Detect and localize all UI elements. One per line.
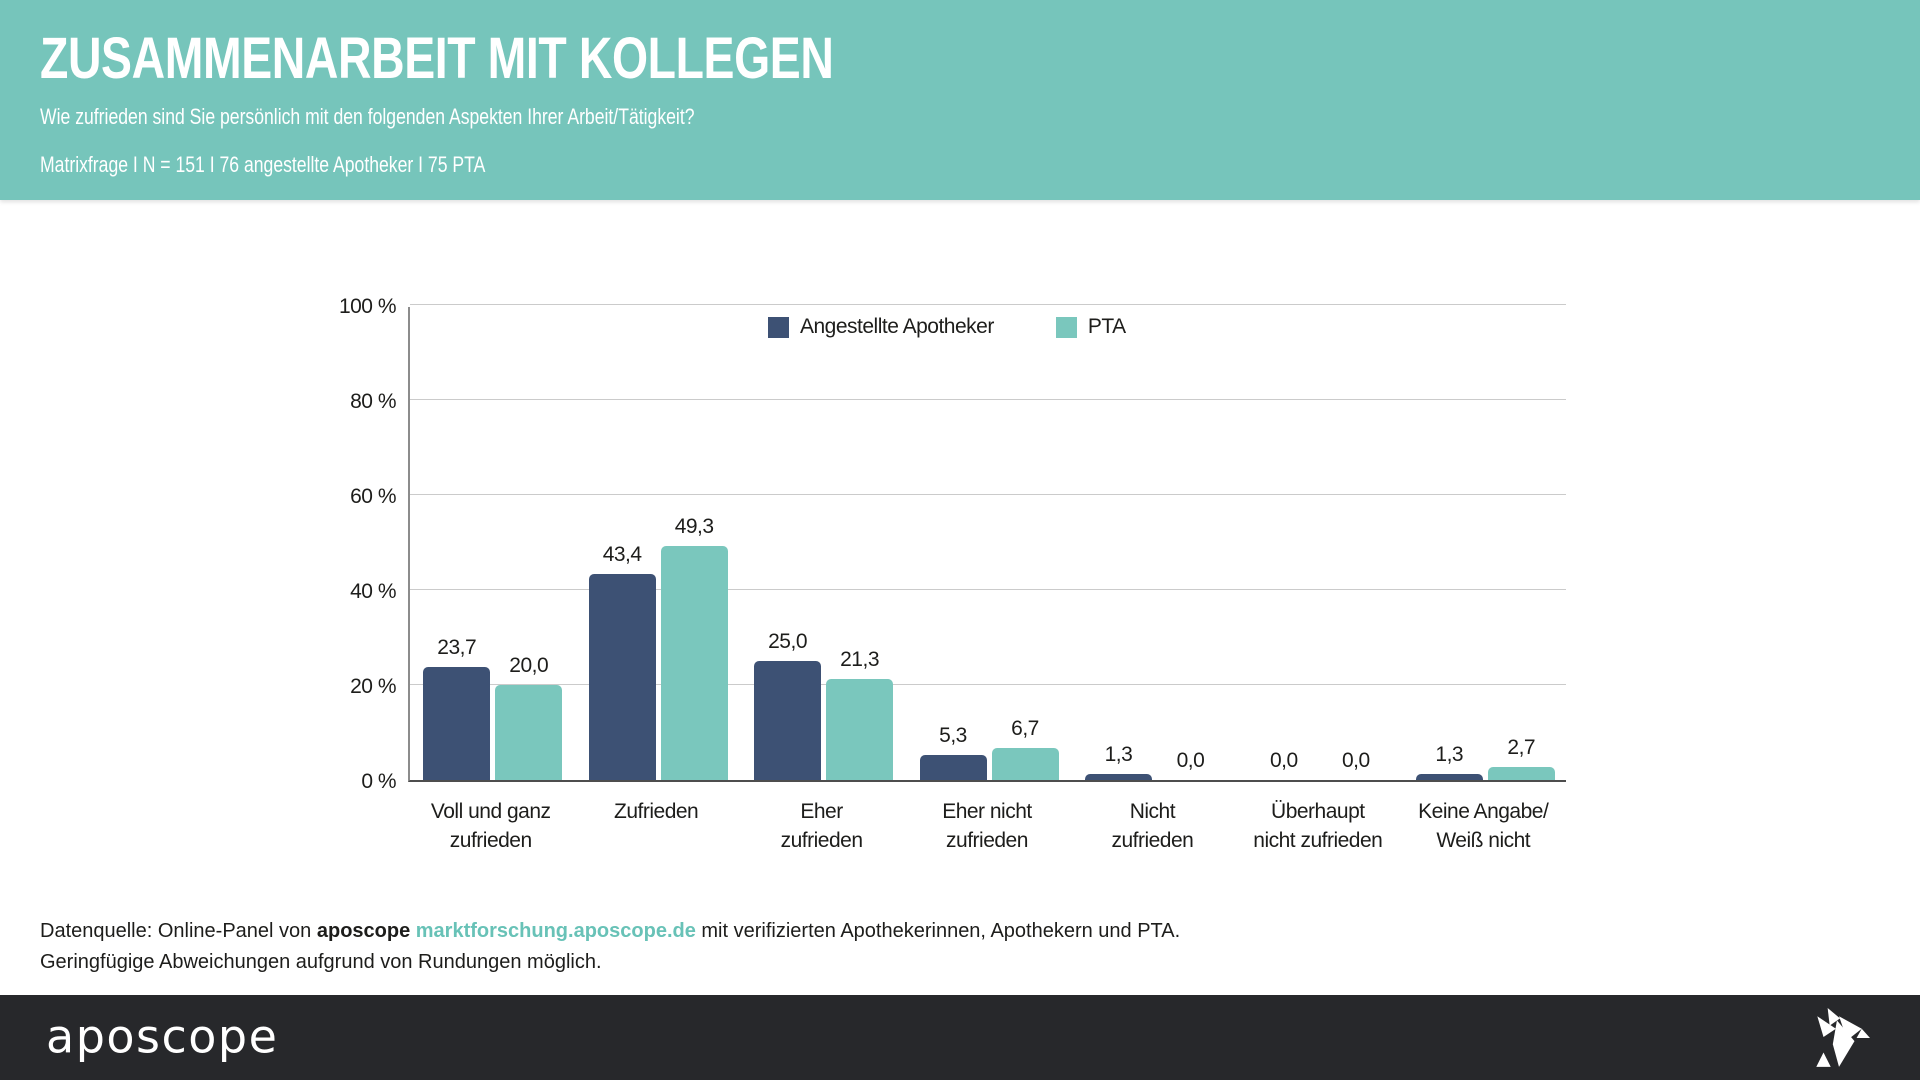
bar <box>754 661 822 780</box>
x-axis-labels: Voll und ganz zufrieden Zufrieden Eher zufri… <box>408 797 1566 855</box>
origami-bird-icon <box>1816 1007 1870 1067</box>
x-axis-label-line: Eher <box>800 800 843 823</box>
x-axis-label-line: Keine Angabe/ <box>1418 800 1549 823</box>
bar <box>423 667 491 780</box>
source-prefix: Datenquelle: Online-Panel von <box>40 920 317 942</box>
bar <box>991 748 1059 780</box>
bar-value-label: 20,0 <box>509 654 549 677</box>
x-axis-label-line: zufrieden <box>449 829 532 852</box>
legend-swatch-icon <box>768 316 789 338</box>
x-axis-label-line: nicht zufrieden <box>1253 829 1383 852</box>
bar-value-label: 0,0 <box>1176 749 1205 772</box>
y-tick-label: 80 % <box>350 390 396 413</box>
x-axis-label-line: Überhaupt <box>1271 800 1365 823</box>
bar-value-label: 21,3 <box>840 647 879 671</box>
gridline <box>410 589 1566 590</box>
gridline <box>410 304 1566 305</box>
brand-bar: aposcope <box>0 995 1920 1080</box>
rounding-note: Geringfügige Abweichungen aufgrund von R… <box>40 951 602 973</box>
bar <box>1084 773 1152 780</box>
x-axis-label: Keine Angabe/Weiß nicht <box>1401 797 1566 855</box>
y-tick-label: 0 % <box>361 770 396 793</box>
source-line: Datenquelle: Online-Panel von aposcope m… <box>40 916 1180 947</box>
x-axis-label: Eher zufrieden <box>739 797 904 855</box>
sample-info: Matrixfrage I N = 151 I 76 angestellte A… <box>40 152 486 177</box>
x-axis-label: Überhaupt nicht zufrieden <box>1235 797 1400 855</box>
survey-question: Wie zufrieden sind Sie persönlich mit de… <box>40 104 695 129</box>
header: ZUSAMMENARBEIT MIT KOLLEGEN Wie zufriede… <box>0 0 1920 200</box>
bar-value-label: 0,0 <box>1341 749 1370 772</box>
x-axis-label-line: Eher nicht <box>942 800 1032 823</box>
bar <box>919 754 987 780</box>
bar-value-label: 23,7 <box>437 636 477 660</box>
x-axis-label: Eher nicht zufrieden <box>904 797 1069 855</box>
gridline <box>410 494 1566 495</box>
bar <box>826 678 894 780</box>
bar-value-label: 49,3 <box>674 514 714 538</box>
gridline <box>410 399 1566 400</box>
gridline <box>410 684 1566 685</box>
bar-value-label: 0,0 <box>1269 749 1298 772</box>
x-axis-label-line: Nicht <box>1129 800 1176 823</box>
bar-value-label: 1,3 <box>1435 742 1464 766</box>
bar <box>588 573 656 780</box>
page-title-text: ZUSAMMENARBEIT MIT KOLLEGEN <box>40 26 834 91</box>
source-note: Datenquelle: Online-Panel von aposcope m… <box>40 916 1180 978</box>
bar <box>1487 767 1555 780</box>
bar-value-label: 25,0 <box>768 630 807 654</box>
source-brand: aposcope <box>316 920 411 942</box>
bar <box>660 545 728 780</box>
x-axis-label-line: Weiß nicht <box>1436 829 1531 852</box>
page-title: ZUSAMMENARBEIT MIT KOLLEGEN <box>40 28 1032 90</box>
legend-label: Angestellte Apotheker <box>800 315 994 338</box>
legend-item-angestellte-apotheker: Angestellte Apotheker <box>768 315 994 339</box>
legend-label: PTA <box>1087 315 1126 338</box>
aposcope-logo: aposcope <box>46 1008 279 1063</box>
legend-swatch-icon <box>1055 316 1077 338</box>
bar-value-label: 6,7 <box>1011 717 1039 741</box>
x-axis-label-line: zufrieden <box>1111 829 1194 852</box>
legend-item-pta: PTA <box>1055 315 1126 339</box>
x-axis-label: Nicht zufrieden <box>1070 797 1235 855</box>
y-tick-label: 60 % <box>350 485 396 508</box>
source-link[interactable]: marktforschung.aposcope.de <box>410 920 696 942</box>
y-tick-label: 40 % <box>350 580 396 603</box>
x-axis-label-line: zufrieden <box>780 829 863 852</box>
x-axis-label-line: zufrieden <box>946 829 1028 852</box>
x-axis-label-line: Zufrieden <box>614 800 699 823</box>
bar <box>1415 773 1483 780</box>
source-suffix: mit verifizierten Apothekerinnen, Apothe… <box>695 920 1181 942</box>
bar-value-label: 43,4 <box>602 542 642 566</box>
y-tick-label: 20 % <box>350 675 396 698</box>
x-axis-label-line: Voll und ganz <box>430 800 551 823</box>
chart-legend: Angestellte Apotheker PTA <box>768 315 1126 339</box>
x-axis-label: Zufrieden <box>573 797 738 855</box>
x-axis-label: Voll und ganz zufrieden <box>408 797 573 855</box>
bar-value-label: 2,7 <box>1507 736 1536 760</box>
bar <box>495 685 563 780</box>
bar-value-label: 5,3 <box>939 723 967 747</box>
bar-value-label: 1,3 <box>1104 742 1133 766</box>
y-tick-label: 100 % <box>338 295 397 318</box>
bar-chart-plot: Angestellte Apotheker PTA 100 % 80 % 60 % 40… <box>339 295 1566 793</box>
